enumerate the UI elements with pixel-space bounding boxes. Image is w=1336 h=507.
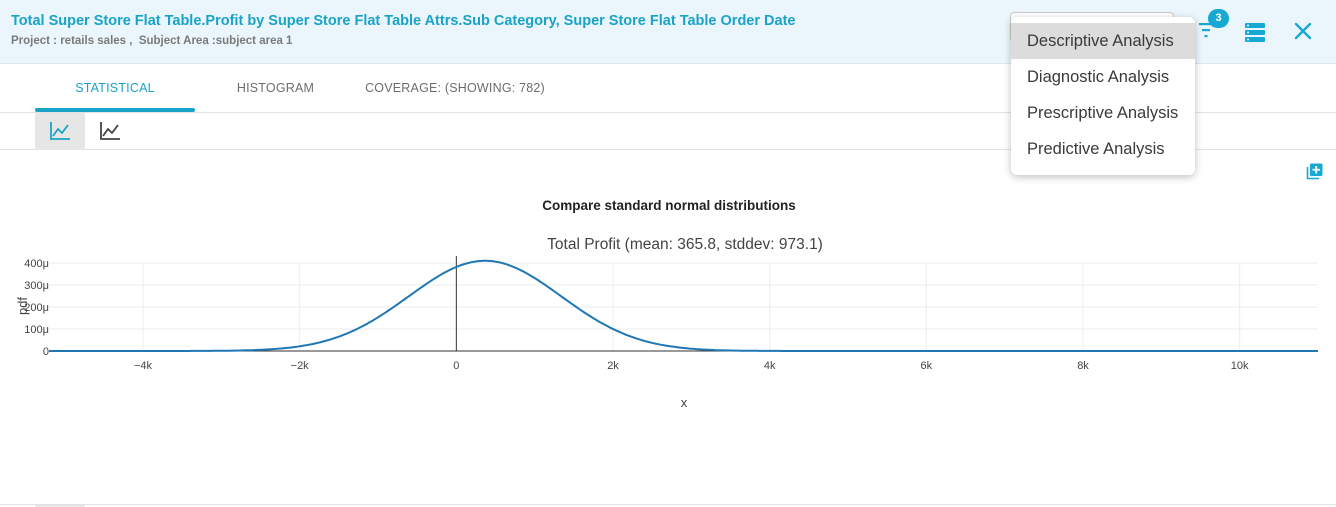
chart-heading: Compare standard normal distributions xyxy=(542,198,796,213)
add-chart-icon[interactable] xyxy=(1306,163,1323,180)
y-axis-label: pdf xyxy=(15,297,30,315)
x-tick-label: 10k xyxy=(1231,360,1249,372)
x-tick-label: 2k xyxy=(607,360,619,372)
x-tick-label: 6k xyxy=(921,360,933,372)
line-chart-icon xyxy=(50,122,70,140)
page-title: Total Super Store Flat Table.Profit by S… xyxy=(11,13,796,29)
x-tick-label: 0 xyxy=(453,360,459,372)
x-tick-label: 8k xyxy=(1077,360,1089,372)
database-icon[interactable] xyxy=(1243,21,1267,43)
normal-distribution-chart: Total Profit (mean: 365.8, stddev: 973.1… xyxy=(15,236,1318,410)
chart-toolbar xyxy=(0,113,1336,150)
analysis-dropdown-menu: Descriptive Analysis Diagnostic Analysis… xyxy=(1011,17,1195,175)
x-tick-label: −2k xyxy=(291,360,310,372)
tab-bar: STATISTICAL HISTOGRAM COVERAGE: (SHOWING… xyxy=(0,64,1336,113)
y-tick-label: 200μ xyxy=(24,302,49,314)
menu-item-prescriptive-analysis[interactable]: Prescriptive Analysis xyxy=(1027,104,1179,122)
x-tick-label: 4k xyxy=(764,360,776,372)
line-chart-button[interactable] xyxy=(35,113,85,150)
scroll-indicator xyxy=(35,505,85,507)
menu-item-descriptive-analysis[interactable]: Descriptive Analysis xyxy=(1011,23,1195,59)
tab-histogram[interactable]: HISTOGRAM xyxy=(236,81,315,95)
line-chart-alt-button[interactable] xyxy=(85,113,135,150)
y-tick-label: 100μ xyxy=(24,324,49,336)
filter-icon[interactable] xyxy=(1197,21,1219,41)
y-tick-label: 0 xyxy=(43,346,49,358)
menu-item-predictive-analysis[interactable]: Predictive Analysis xyxy=(1027,140,1165,158)
filter-count-badge: 3 xyxy=(1208,9,1229,28)
project-subtitle: Project : retails sales , Subject Area :… xyxy=(11,35,293,47)
menu-item-diagnostic-analysis[interactable]: Diagnostic Analysis xyxy=(1027,68,1170,86)
pdf-series-line xyxy=(49,259,1318,352)
y-tick-label: 300μ xyxy=(24,280,49,292)
chart-title: Total Profit (mean: 365.8, stddev: 973.1… xyxy=(547,236,823,253)
line-chart-alt-icon xyxy=(100,122,120,140)
close-icon[interactable] xyxy=(1293,21,1313,41)
divider xyxy=(0,504,1336,505)
x-tick-label: −4k xyxy=(134,360,153,372)
x-axis-label: x xyxy=(681,395,688,410)
tab-coverage[interactable]: COVERAGE: (SHOWING: 782) xyxy=(365,81,545,95)
tab-statistical[interactable]: STATISTICAL xyxy=(75,81,155,95)
active-tab-indicator xyxy=(35,108,195,112)
y-tick-label: 400μ xyxy=(24,258,49,270)
